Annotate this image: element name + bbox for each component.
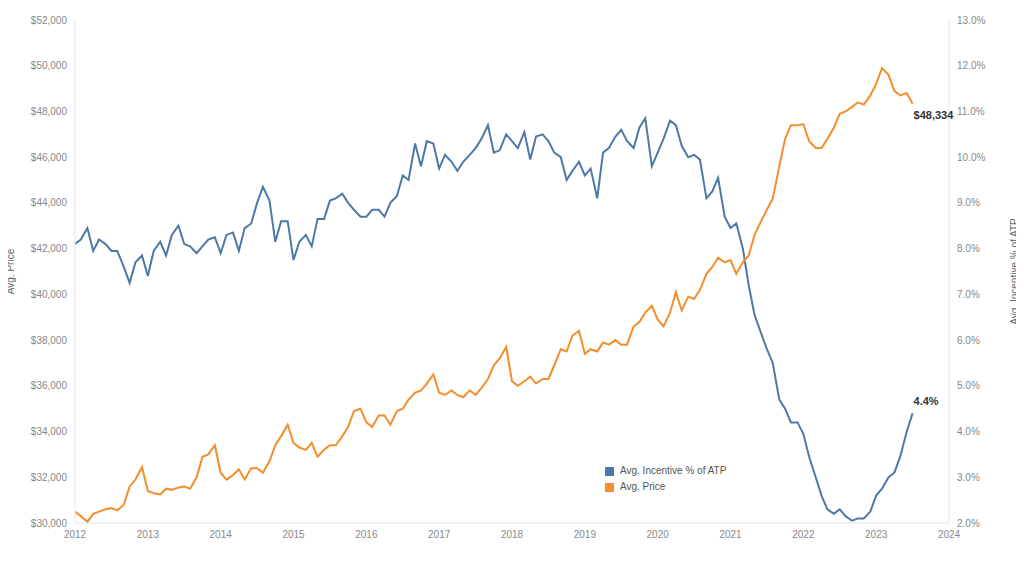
svg-text:$46,000: $46,000 xyxy=(31,152,68,163)
svg-text:3.0%: 3.0% xyxy=(957,472,980,483)
svg-text:2023: 2023 xyxy=(865,529,888,540)
svg-text:2017: 2017 xyxy=(428,529,451,540)
svg-text:$34,000: $34,000 xyxy=(31,426,68,437)
svg-text:11.0%: 11.0% xyxy=(957,106,985,117)
svg-text:2.0%: 2.0% xyxy=(957,518,980,529)
svg-text:2024: 2024 xyxy=(938,529,961,540)
svg-text:$40,000: $40,000 xyxy=(31,289,68,300)
svg-text:4.4%: 4.4% xyxy=(914,395,939,407)
svg-text:$32,000: $32,000 xyxy=(31,472,68,483)
svg-text:2012: 2012 xyxy=(64,529,87,540)
svg-text:12.0%: 12.0% xyxy=(957,60,985,71)
svg-text:Avg. Price: Avg. Price xyxy=(8,248,16,294)
svg-text:$38,000: $38,000 xyxy=(31,335,68,346)
html-text:Avg. Price: Avg. Price xyxy=(620,481,666,492)
svg-text:13.0%: 13.0% xyxy=(957,15,985,26)
svg-text:2020: 2020 xyxy=(647,529,670,540)
html-text:Avg. Incentive % of ATP: Avg. Incentive % of ATP xyxy=(620,465,727,476)
svg-text:$52,000: $52,000 xyxy=(31,15,68,26)
svg-text:7.0%: 7.0% xyxy=(957,289,980,300)
svg-text:$44,000: $44,000 xyxy=(31,197,68,208)
svg-text:$48,334: $48,334 xyxy=(914,109,955,121)
svg-text:Avg. Incentive % of ATP: Avg. Incentive % of ATP xyxy=(1009,218,1016,325)
svg-text:2015: 2015 xyxy=(282,529,305,540)
svg-text:2018: 2018 xyxy=(501,529,524,540)
svg-text:$36,000: $36,000 xyxy=(31,380,68,391)
svg-text:5.0%: 5.0% xyxy=(957,380,980,391)
svg-text:2013: 2013 xyxy=(137,529,160,540)
svg-text:4.0%: 4.0% xyxy=(957,426,980,437)
svg-text:10.0%: 10.0% xyxy=(957,152,985,163)
svg-text:9.0%: 9.0% xyxy=(957,197,980,208)
svg-text:2022: 2022 xyxy=(792,529,815,540)
svg-text:8.0%: 8.0% xyxy=(957,243,980,254)
svg-text:2016: 2016 xyxy=(355,529,378,540)
svg-text:$30,000: $30,000 xyxy=(31,518,68,529)
svg-text:2021: 2021 xyxy=(719,529,742,540)
svg-text:6.0%: 6.0% xyxy=(957,335,980,346)
svg-text:$48,000: $48,000 xyxy=(31,106,68,117)
svg-text:2019: 2019 xyxy=(574,529,597,540)
svg-text:2014: 2014 xyxy=(210,529,233,540)
svg-text:$50,000: $50,000 xyxy=(31,60,68,71)
svg-text:$42,000: $42,000 xyxy=(31,243,68,254)
